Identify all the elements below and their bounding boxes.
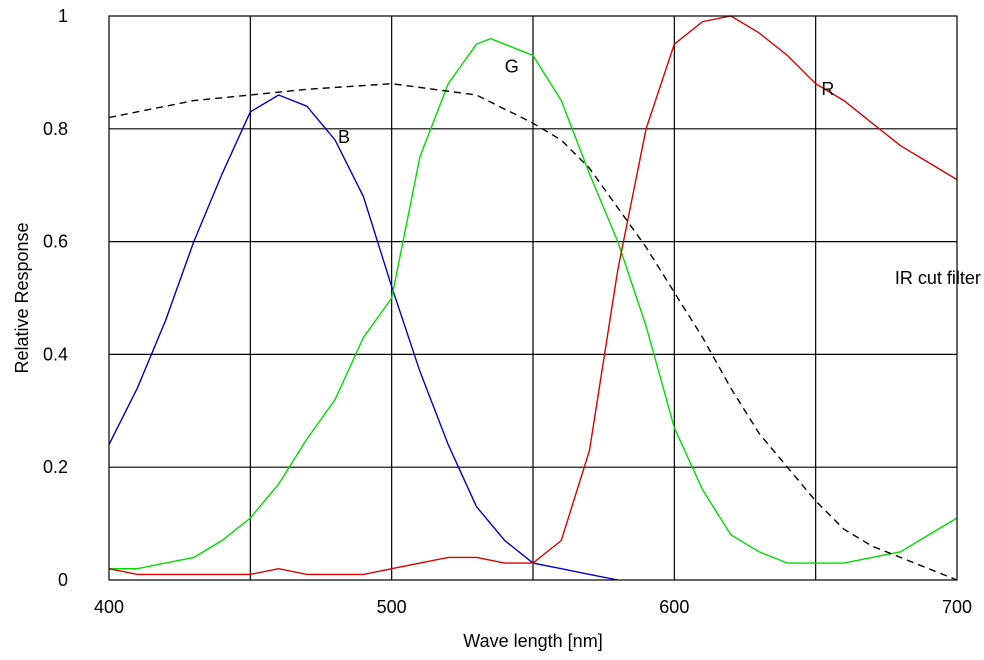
curve-annotations: B G R IR cut filter (338, 56, 981, 288)
annotation-ir-cut-filter: IR cut filter (895, 268, 981, 288)
plot-frame (108, 15, 958, 581)
x-axis-label: Wave length [nm] (463, 631, 602, 651)
grid-lines (109, 16, 957, 580)
y-tick-label: 1 (58, 6, 68, 26)
series-line-g (109, 37, 958, 570)
y-tick-label: 0.2 (43, 457, 68, 477)
series-line-ir-cut-filter (108, 82, 958, 581)
y-tick-label: 0.4 (43, 344, 68, 364)
annotation-g: G (505, 56, 519, 76)
x-tick-label: 700 (942, 597, 972, 617)
y-tick-label: 0.8 (43, 119, 68, 139)
y-tick-label: 0 (58, 570, 68, 590)
y-axis-label: Relative Response (12, 222, 32, 373)
annotation-r: R (821, 79, 834, 99)
annotation-b: B (338, 127, 350, 147)
y-tick-label: 0.6 (43, 232, 68, 252)
data-series (108, 15, 958, 581)
tick-labels: 400 500 600 700 0 0.2 0.4 0.6 0.8 1 (43, 6, 972, 617)
x-tick-label: 500 (377, 597, 407, 617)
x-tick-label: 400 (94, 597, 124, 617)
series-line-r (108, 15, 958, 576)
x-tick-label: 600 (659, 597, 689, 617)
